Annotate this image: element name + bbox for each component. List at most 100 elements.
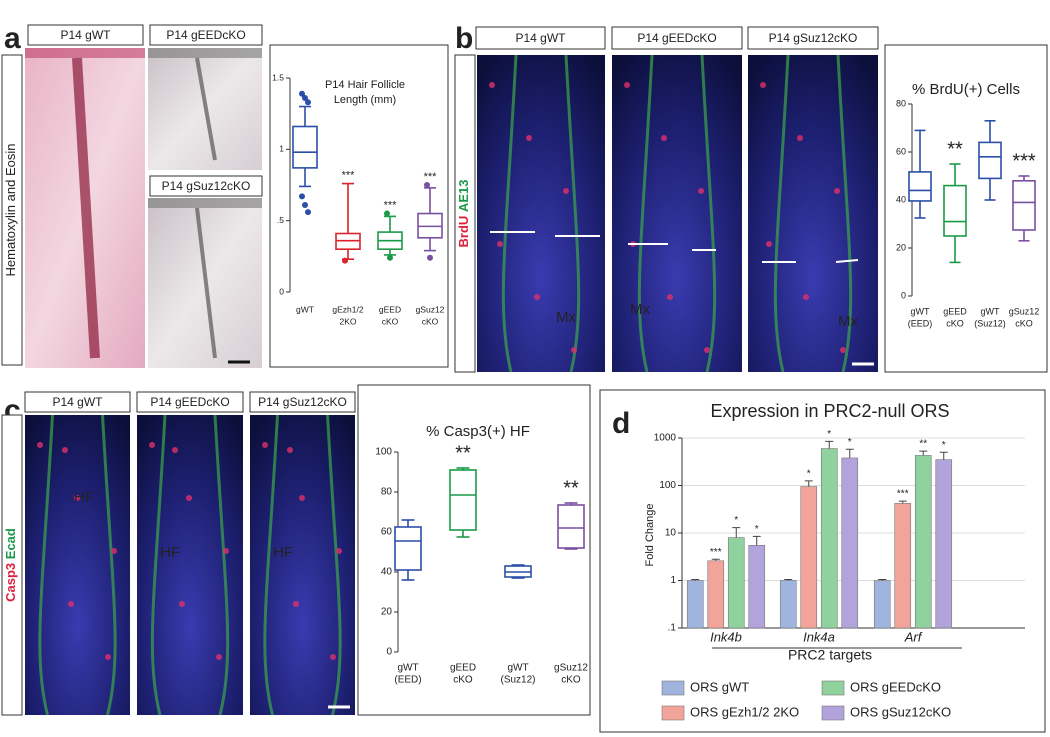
epithelium-outline <box>263 414 342 716</box>
significance: ** <box>455 442 471 464</box>
y-tick-label: .5 <box>277 215 284 225</box>
x-tick-label: cKO <box>453 675 473 686</box>
cell-signal <box>840 347 846 353</box>
box <box>943 184 967 237</box>
legend-label: ORS gEEDcKO <box>850 679 941 694</box>
y-tick-label: 0 <box>279 286 284 296</box>
significance: * <box>807 469 811 480</box>
cell-signal <box>667 294 673 300</box>
image-label-box <box>27 24 144 46</box>
chart-title: % Casp3(+) HF <box>426 423 530 440</box>
x-tick-label: gSuz12 <box>1009 306 1040 316</box>
x-tick-label: gWT <box>296 304 314 314</box>
cell-signal <box>330 654 336 660</box>
image-text: HF <box>160 544 180 561</box>
cell-signal <box>661 135 667 141</box>
x-tick-label: Ink4a <box>803 629 835 644</box>
y-tick-label: 10 <box>665 528 677 539</box>
epidermis <box>148 48 262 58</box>
micrograph <box>748 55 878 372</box>
box <box>557 504 585 549</box>
box <box>908 171 932 202</box>
bar <box>707 560 725 629</box>
error-bar <box>898 500 907 504</box>
y-tick-label: 100 <box>659 480 676 491</box>
image-text: Mx <box>630 301 650 318</box>
outlier <box>342 257 348 264</box>
legend-label: ORS gSuz12cKO <box>850 704 951 719</box>
x-tick-label: gWT <box>507 663 528 674</box>
cell-signal <box>336 548 342 554</box>
bar <box>800 486 818 629</box>
bar <box>727 537 745 629</box>
x-tick-label: cKO <box>946 318 964 328</box>
x-tick-label: gEED <box>943 306 967 316</box>
side-label-word: AE13 <box>456 180 471 213</box>
x-tick-label: gWT <box>981 306 1001 316</box>
epithelium-outline <box>501 54 581 373</box>
bar <box>748 545 766 629</box>
cell-signal <box>105 654 111 660</box>
cell-signal <box>186 495 192 501</box>
legend-label: ORS gEzh1/2 2KO <box>690 704 799 719</box>
significance: *** <box>710 547 722 558</box>
image-label: P14 gSuz12cKO <box>258 395 347 409</box>
significance: * <box>734 515 738 526</box>
x-tick-label: gSuz12 <box>416 304 445 314</box>
side-label: Hematoxylin and Eosin <box>3 144 18 277</box>
bar <box>914 455 932 629</box>
cell-signal <box>172 447 178 453</box>
error-bar <box>939 451 948 460</box>
chart-frame <box>269 44 449 368</box>
image-label-box <box>149 175 263 197</box>
epidermis <box>25 48 145 58</box>
image-label-box <box>747 26 879 50</box>
x-tick-label: gWT <box>911 306 931 316</box>
side-label-box <box>1 414 23 716</box>
image-label-box <box>149 24 263 46</box>
error-bar <box>919 450 928 456</box>
y-tick-label: 60 <box>381 527 393 538</box>
y-tick-label: 1 <box>279 144 284 154</box>
bar <box>686 580 704 629</box>
y-tick-label: 80 <box>896 98 906 108</box>
image-label-box <box>475 26 606 50</box>
cell-signal <box>216 654 222 660</box>
side-label-word: Hematoxylin and Eosin <box>3 144 18 277</box>
x-tick-label: Arf <box>904 629 923 644</box>
epidermis <box>148 198 262 208</box>
box <box>292 125 318 169</box>
image-text: HF <box>74 489 94 506</box>
significance: *** <box>897 489 909 500</box>
chart-title: Expression in PRC2-null ORS <box>710 401 949 421</box>
significance: ** <box>919 439 927 450</box>
significance: ** <box>947 138 963 160</box>
error-bar <box>711 558 720 561</box>
legend-swatch <box>821 680 845 696</box>
error-bar <box>804 480 813 487</box>
image-label: P14 gSuz12cKO <box>769 31 858 45</box>
error-bar <box>845 448 854 458</box>
cell-signal <box>68 601 74 607</box>
outlier <box>299 193 305 200</box>
x-tick-label: gWT <box>397 663 418 674</box>
outlier <box>305 209 311 216</box>
cell-signal <box>797 135 803 141</box>
significance: *** <box>384 199 398 211</box>
epithelium-outline <box>38 414 117 716</box>
outlier <box>305 99 311 106</box>
x-tick-label: (Suz12) <box>500 675 535 686</box>
x-tick-label: gEED <box>379 304 401 314</box>
y-tick-label: 0 <box>386 647 392 658</box>
significance: *** <box>342 169 356 181</box>
cell-signal <box>624 82 630 88</box>
x-tick-label: (EED) <box>394 675 421 686</box>
cell-signal <box>293 601 299 607</box>
cell-signal <box>262 442 268 448</box>
cell-signal <box>223 548 229 554</box>
cell-signal <box>803 294 809 300</box>
x-tick-label: gSuz12 <box>554 663 588 674</box>
cell-signal <box>571 347 577 353</box>
cell-signal <box>62 447 68 453</box>
